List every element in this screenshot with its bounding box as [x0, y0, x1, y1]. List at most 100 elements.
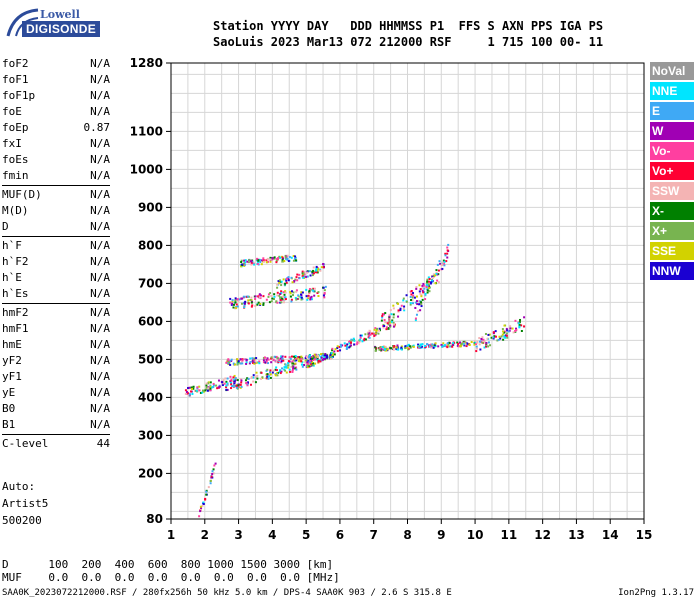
- echo-point: [276, 283, 279, 286]
- echo-point: [254, 381, 257, 384]
- echo-point: [255, 361, 258, 364]
- echo-point: [381, 316, 384, 319]
- echo-point: [286, 366, 289, 369]
- echo-point: [474, 341, 477, 344]
- echo-point: [202, 501, 205, 504]
- echo-point: [187, 392, 190, 395]
- echo-point: [279, 372, 282, 375]
- y-tick-label: 1280: [130, 56, 163, 70]
- echo-point: [420, 301, 423, 304]
- echo-point: [307, 294, 310, 297]
- echo-point: [201, 391, 204, 394]
- echo-point: [299, 356, 302, 359]
- parameter-separator: [2, 303, 110, 304]
- echo-point: [432, 346, 435, 349]
- echo-point: [306, 366, 309, 369]
- echo-point: [403, 305, 406, 308]
- echo-point: [392, 304, 395, 307]
- echo-point: [375, 329, 378, 332]
- echo-point: [441, 267, 444, 270]
- parameter-row: h`Es N/A: [2, 286, 110, 302]
- echo-point: [301, 291, 304, 294]
- parameter-name: fxI: [2, 137, 22, 150]
- echo-point: [389, 309, 392, 312]
- echo-point: [332, 352, 335, 355]
- echo-point: [280, 298, 283, 301]
- echo-point: [244, 259, 247, 262]
- footer-version: Ion2Png 1.3.17: [618, 588, 694, 598]
- echo-point: [291, 361, 294, 364]
- echo-point: [237, 360, 240, 363]
- echo-point: [234, 377, 237, 380]
- echo-point: [288, 255, 291, 258]
- echo-point: [384, 321, 387, 324]
- echo-point: [353, 343, 356, 346]
- echo-point: [350, 341, 353, 344]
- echo-point: [410, 298, 413, 301]
- parameter-separator: [2, 185, 110, 186]
- y-tick-label: 900: [138, 200, 163, 214]
- echo-point: [331, 347, 334, 350]
- echo-point: [428, 290, 431, 293]
- echo-point: [360, 334, 363, 337]
- echo-point: [373, 328, 376, 331]
- echo-point: [415, 295, 418, 298]
- echo-point: [200, 507, 203, 510]
- echo-point: [317, 291, 320, 294]
- echo-point: [323, 292, 326, 295]
- echo-point: [311, 360, 314, 363]
- echo-point: [507, 330, 510, 333]
- x-tick-label: 4: [268, 528, 276, 542]
- echo-point: [476, 340, 479, 343]
- parameter-name: hmE: [2, 338, 22, 351]
- echo-point: [256, 262, 259, 265]
- echo-point: [378, 329, 381, 332]
- echo-point: [195, 389, 198, 392]
- echo-point: [317, 268, 320, 271]
- echo-point: [269, 258, 272, 261]
- echo-point: [300, 291, 303, 294]
- echo-point: [317, 354, 320, 357]
- echo-point: [311, 364, 314, 367]
- echo-point: [419, 288, 422, 291]
- echo-point: [323, 289, 326, 292]
- echo-point: [285, 279, 288, 282]
- echo-point: [185, 390, 188, 393]
- echo-point: [245, 359, 248, 362]
- echo-point: [487, 345, 490, 348]
- echo-point: [256, 257, 259, 260]
- echo-point: [417, 343, 420, 346]
- echo-point: [232, 306, 235, 309]
- echo-point: [421, 286, 424, 289]
- echo-point: [264, 361, 267, 364]
- echo-point: [311, 356, 314, 359]
- echo-point: [257, 295, 260, 298]
- echo-point: [475, 347, 478, 350]
- x-tick-label: 12: [534, 528, 551, 542]
- echo-point: [290, 256, 293, 259]
- echo-point: [417, 300, 420, 303]
- echo-point: [426, 281, 429, 284]
- echo-point: [290, 365, 293, 368]
- echo-point: [214, 462, 217, 465]
- echo-point: [266, 368, 269, 371]
- echo-point: [390, 347, 393, 350]
- y-tick-label: 1100: [130, 124, 163, 138]
- echo-point: [447, 243, 450, 246]
- echo-point: [267, 293, 270, 296]
- echo-point: [266, 375, 269, 378]
- echo-point: [339, 349, 342, 352]
- echo-point: [205, 493, 208, 496]
- echo-point: [380, 319, 383, 322]
- echo-point: [505, 332, 508, 335]
- echo-point: [266, 373, 269, 376]
- echo-point: [260, 259, 263, 262]
- echo-point: [309, 358, 312, 361]
- echo-point: [307, 297, 310, 300]
- echo-point: [438, 260, 441, 263]
- echo-point: [262, 303, 265, 306]
- echo-point: [382, 312, 385, 315]
- echo-point: [456, 341, 459, 344]
- echo-point: [383, 325, 386, 328]
